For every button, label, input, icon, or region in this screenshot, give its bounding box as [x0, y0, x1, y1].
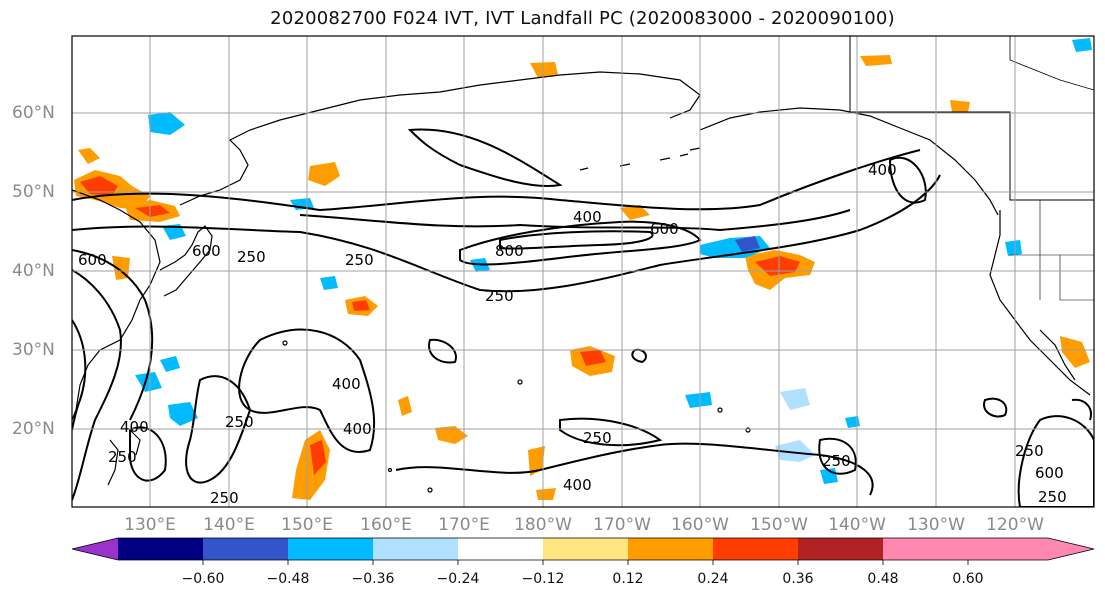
contour-label: 600	[78, 251, 107, 269]
contour-labels: 400 600 800 250 400 400 250 250 400 250 …	[78, 161, 1067, 507]
lat-label-60n: 60°N	[12, 103, 55, 123]
contour-label: 250	[225, 413, 254, 431]
colorbar-segment	[203, 538, 288, 560]
colorbar-tick-label: 0.60	[952, 571, 984, 587]
lon-label: 140°W	[828, 515, 886, 535]
colorbar-segment	[798, 538, 883, 560]
lat-label-30n: 30°N	[12, 340, 55, 360]
contour-label: 250	[108, 448, 137, 466]
lon-label: 170°W	[593, 515, 651, 535]
colorbar-segment	[543, 538, 628, 560]
contour-label: 250	[237, 248, 266, 266]
colorbar-segment	[883, 538, 968, 560]
colorbar-segment	[118, 538, 203, 560]
colorbar-extend-high	[968, 538, 1094, 560]
lon-label: 160°W	[671, 515, 729, 535]
colorbar-tick-label: 0.24	[697, 571, 729, 587]
lon-label: 150°W	[750, 515, 808, 535]
colorbar	[71, 537, 1095, 565]
colorbar-tick-label: −0.24	[436, 571, 480, 587]
colorbar-segment	[373, 538, 458, 560]
contour-label: 250	[1038, 488, 1067, 506]
lon-label: 180°W	[514, 515, 572, 535]
colorbar-segment	[628, 538, 713, 560]
colorbar-tick-label: −0.12	[521, 571, 565, 587]
contour-label: 800	[495, 242, 524, 260]
map-title: 2020082700 F024 IVT, IVT Landfall PC (20…	[270, 8, 895, 29]
contour-label: 250	[485, 287, 514, 305]
lat-lon-grid	[72, 36, 1094, 507]
colorbar-tick-label: −0.48	[266, 571, 310, 587]
colorbar-tick-label: −0.36	[351, 571, 395, 587]
contour-label: 250	[583, 429, 612, 447]
lon-label: 120°W	[986, 515, 1044, 535]
lat-label-40n: 40°N	[12, 261, 55, 281]
contour-label: 400	[343, 420, 372, 438]
map-frame	[71, 35, 1095, 508]
lon-label: 130°W	[907, 515, 965, 535]
contour-label: 400	[332, 375, 361, 393]
contour-label: 250	[822, 452, 851, 470]
colorbar-tick-label: 0.12	[612, 571, 644, 587]
contour-label: 250	[210, 489, 239, 507]
colorbar-segment	[288, 538, 373, 560]
lon-label: 140°E	[203, 515, 255, 535]
positive-anomaly-patches	[74, 55, 1090, 500]
lat-label-50n: 50°N	[12, 182, 55, 202]
lon-label: 130°E	[124, 515, 176, 535]
contour-label: 400	[868, 161, 897, 179]
contour-label: 400	[573, 208, 602, 226]
lon-label: 170°E	[438, 515, 490, 535]
contour-label: 600	[650, 220, 679, 238]
lat-label-20n: 20°N	[12, 419, 55, 439]
contour-label: 600	[192, 242, 221, 260]
colorbar-segment	[713, 538, 798, 560]
colorbar-tick-label: 0.36	[782, 571, 814, 587]
contour-label: 250	[345, 251, 374, 269]
contour-label: 250	[1015, 442, 1044, 460]
ivt-contours	[72, 128, 1094, 507]
colorbar-tick-label: −0.60	[181, 571, 225, 587]
lon-label: 160°E	[360, 515, 412, 535]
colorbar-extend-low	[72, 538, 118, 560]
contour-label: 400	[120, 418, 149, 436]
colorbar-tick-label: 0.48	[867, 571, 899, 587]
lon-label: 150°E	[281, 515, 333, 535]
colorbar-segment	[458, 538, 543, 560]
contour-label: 600	[1035, 464, 1064, 482]
contour-label: 400	[563, 476, 592, 494]
